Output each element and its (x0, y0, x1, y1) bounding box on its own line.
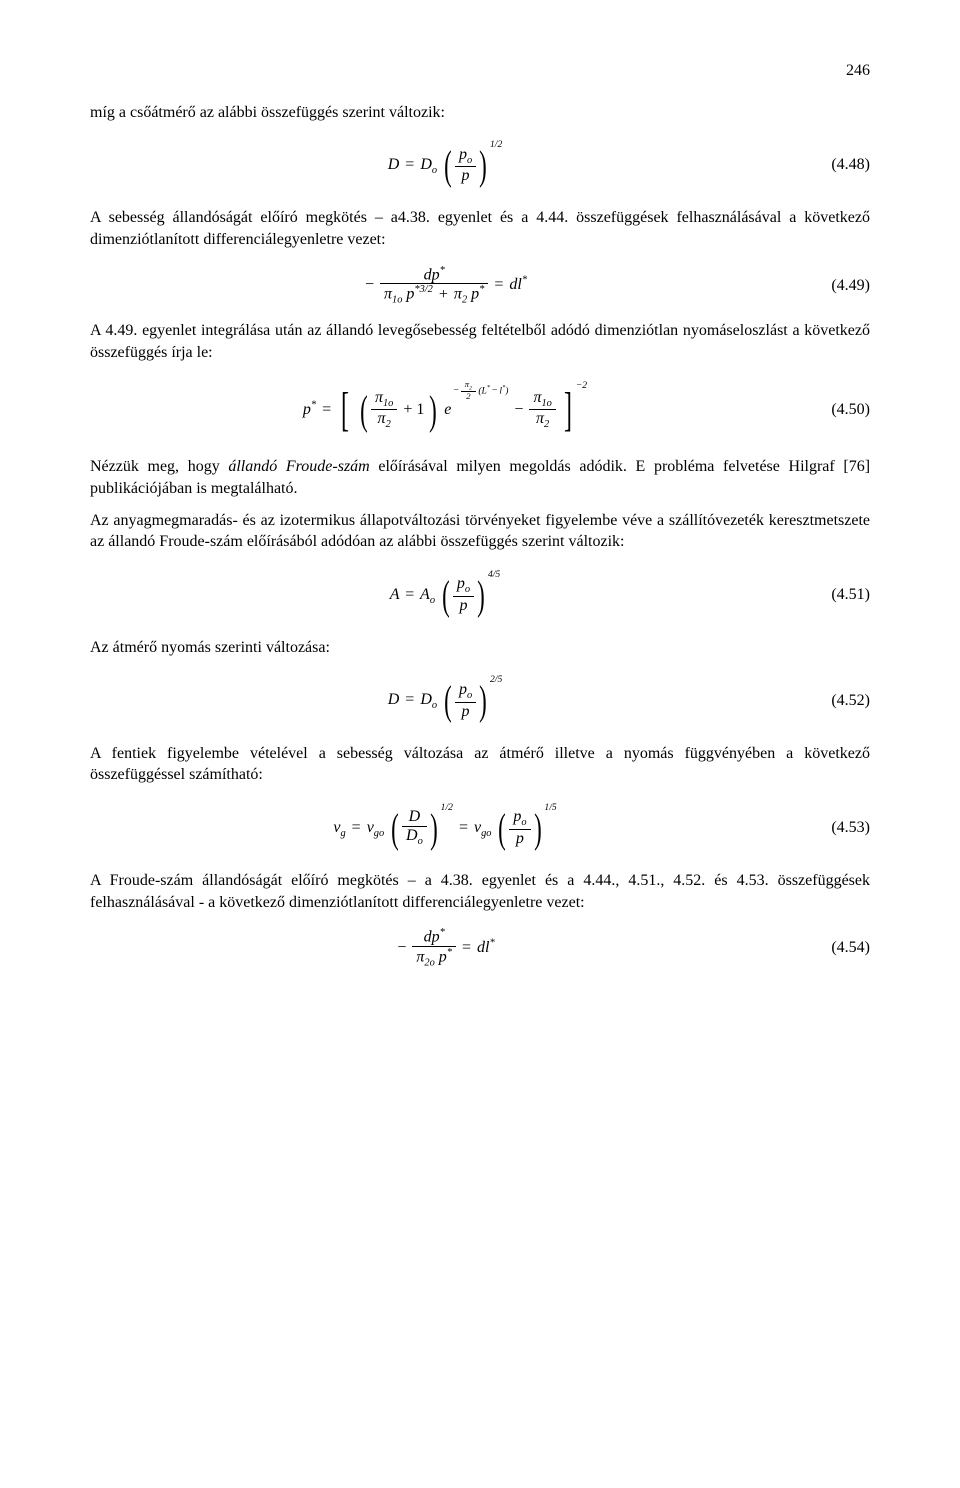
equation-4-52-body: D = Do ( po p )2/5 (90, 672, 800, 728)
op-eq: = (403, 156, 416, 173)
exp-51: 4/5 (488, 569, 500, 582)
equation-4-51-number: (4.51) (800, 584, 870, 606)
sym-D: D (388, 156, 400, 173)
page-number: 246 (90, 60, 870, 82)
equation-4-50-body: p* = [ ( π1o π2 + 1) e − π2 2 (L*−l*) − … (90, 378, 800, 443)
equation-4-52: D = Do ( po p )2/5 (4.52) (90, 672, 870, 728)
equation-4-53-number: (4.53) (800, 817, 870, 839)
equation-4-49-number: (4.49) (800, 275, 870, 297)
exp-48: 1/2 (490, 139, 502, 152)
paragraph-8: A Froude-szám állandóságát előíró megköt… (90, 870, 870, 913)
paragraph-1: míg a csőátmérő az alábbi összefüggés sz… (90, 102, 870, 124)
paragraph-4: Nézzük meg, hogy állandó Froude-szám elő… (90, 456, 870, 499)
equation-4-54: − dp* π2o p* = dl* (4.54) (90, 927, 870, 969)
equation-4-51: A = Ao ( po p )4/5 (4.51) (90, 567, 870, 623)
equation-4-48-body: D = Do ( po p )1/2 (90, 137, 800, 193)
equation-4-53-body: vg = vgo ( D Do )1/2 = vgo ( po p )1/5 (90, 800, 800, 856)
equation-4-51-body: A = Ao ( po p )4/5 (90, 567, 800, 623)
sym-Do: Do (420, 156, 437, 173)
p4a: Nézzük meg, hogy (90, 458, 228, 475)
equation-4-49: − dp* π1o p*3/2 + π2 p* = dl* (4.49) (90, 265, 870, 307)
equation-4-48-number: (4.48) (800, 154, 870, 176)
equation-4-50-number: (4.50) (800, 399, 870, 421)
equation-4-50: p* = [ ( π1o π2 + 1) e − π2 2 (L*−l*) − … (90, 378, 870, 443)
p4b-italic: állandó Froude-szám (228, 458, 369, 475)
paragraph-6: Az átmérő nyomás szerinti változása: (90, 637, 870, 659)
paragraph-3: A 4.49. egyenlet integrálása után az áll… (90, 320, 870, 363)
equation-4-52-number: (4.52) (800, 690, 870, 712)
equation-4-49-body: − dp* π1o p*3/2 + π2 p* = dl* (90, 265, 800, 307)
paragraph-7: A fentiek figyelembe vételével a sebessé… (90, 743, 870, 786)
exp-50: −2 (576, 380, 587, 393)
equation-4-54-number: (4.54) (800, 937, 870, 959)
equation-4-48: D = Do ( po p )1/2 (4.48) (90, 137, 870, 193)
equation-4-53: vg = vgo ( D Do )1/2 = vgo ( po p )1/5 (… (90, 800, 870, 856)
paragraph-5: Az anyagmegmaradás- és az izotermikus ál… (90, 510, 870, 553)
equation-4-54-body: − dp* π2o p* = dl* (90, 927, 800, 969)
exp-52: 2/5 (490, 674, 502, 687)
paragraph-2: A sebesség állandóságát előíró megkötés … (90, 207, 870, 250)
